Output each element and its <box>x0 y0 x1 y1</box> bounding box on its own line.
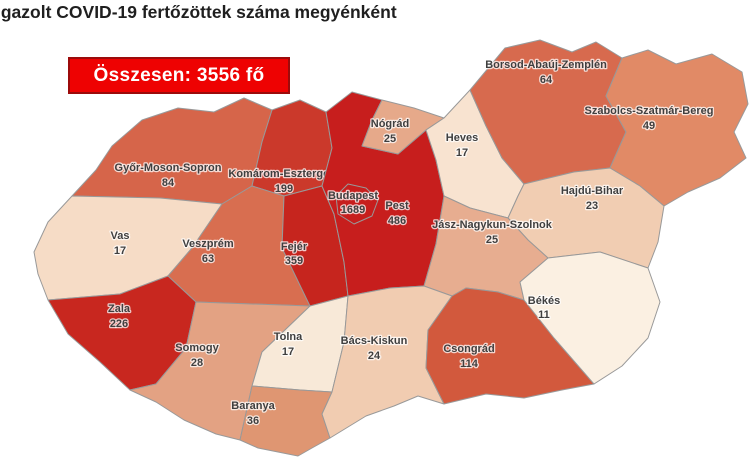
county-value: 25 <box>384 133 396 145</box>
county-value: 11 <box>538 309 550 321</box>
county-label: Baranya <box>231 400 275 412</box>
total-badge-label: Összesen: 3556 fő <box>93 64 265 86</box>
county-baranya-shape <box>239 385 333 457</box>
page-title: Igazolt COVID-19 fertőzöttek száma megyé… <box>0 2 397 22</box>
county-jasz-nagykun-szolnok: Jász-Nagykun-Szolnok 25 <box>423 195 554 301</box>
county-value: 17 <box>114 245 126 257</box>
county-value: 49 <box>643 120 655 132</box>
county-somogy: Somogy 28 <box>129 301 311 441</box>
total-badge: Összesen: 3556 fő <box>68 57 290 94</box>
county-value: 17 <box>456 147 468 159</box>
county-label: Fejér <box>281 241 308 253</box>
county-value: 23 <box>586 200 598 212</box>
county-zala: Zala 226 <box>47 275 197 391</box>
county-csongrad-shape <box>425 287 595 405</box>
county-value: 64 <box>540 74 553 86</box>
county-value: 486 <box>388 215 406 227</box>
county-gyor-moson-sopron: Győr-Moson-Sopron 84 <box>71 97 273 205</box>
county-szabolcs-szatmar-bereg: Szabolcs-Szatmár-Bereg 49 <box>583 49 749 207</box>
county-label: Győr-Moson-Sopron <box>115 162 222 174</box>
county-value: 1689 <box>341 204 365 216</box>
county-label: Budapest <box>328 190 378 202</box>
county-label: Nógrád <box>371 118 410 130</box>
county-value: 359 <box>285 255 303 267</box>
county-label: Jász-Nagykun-Szolnok <box>432 219 553 231</box>
county-value: 226 <box>110 318 128 330</box>
county-value: 36 <box>247 415 259 427</box>
county-label: Hajdú-Bihar <box>561 185 624 197</box>
county-label: Békés <box>528 295 560 307</box>
county-fejer: Fejér 359 <box>280 185 349 307</box>
county-hajdu-bihar: Hajdú-Bihar 23 <box>507 167 665 269</box>
county-bacs-kiskun: Bács-Kiskun 24 <box>321 285 453 439</box>
county-label: Zala <box>108 303 131 315</box>
county-label: Veszprém <box>182 238 234 250</box>
county-nograd: Nógrád 25 <box>361 99 445 155</box>
county-borsod-abauj-zemplen: Borsod-Abaúj-Zemplén 64 <box>469 39 627 185</box>
county-baranya: Baranya 36 <box>230 385 333 457</box>
county-label: Somogy <box>175 342 219 354</box>
county-value: 25 <box>486 234 498 246</box>
county-label: Pest <box>385 200 409 212</box>
county-budapest-shape <box>335 183 379 225</box>
county-value: 114 <box>460 358 479 370</box>
county-label: Bács-Kiskun <box>341 335 408 347</box>
county-label: Komárom-Esztergom <box>228 168 339 180</box>
county-value: 199 <box>275 183 293 195</box>
county-label: Borsod-Abaúj-Zemplén <box>485 59 607 71</box>
county-value: 17 <box>282 346 294 358</box>
county-label: Vas <box>111 230 130 242</box>
county-value: 24 <box>368 350 381 362</box>
county-csongrad: Csongrád 114 <box>425 287 595 405</box>
county-value: 84 <box>162 177 175 189</box>
county-tolna: Tolna 17 <box>251 295 349 393</box>
county-label: Szabolcs-Szatmár-Bereg <box>585 105 714 117</box>
county-value: 28 <box>191 357 203 369</box>
county-vas: Vas 17 <box>33 195 223 301</box>
county-value: 63 <box>202 253 214 265</box>
county-bacs-kiskun-shape <box>321 285 453 439</box>
county-komarom-esztergom: Komárom-Esztergom 199 <box>227 99 341 197</box>
county-szabolcs-szatmar-bereg-shape <box>605 49 749 207</box>
county-label: Csongrád <box>443 343 494 355</box>
county-budapest: Budapest 1689 <box>327 183 380 225</box>
county-nograd-shape <box>361 99 445 155</box>
county-label: Heves <box>446 132 478 144</box>
county-bekes-shape <box>519 251 661 385</box>
county-label: Tolna <box>274 331 303 343</box>
county-pest: Pest 486 <box>321 91 445 297</box>
county-bekes: Békés 11 <box>519 251 661 385</box>
